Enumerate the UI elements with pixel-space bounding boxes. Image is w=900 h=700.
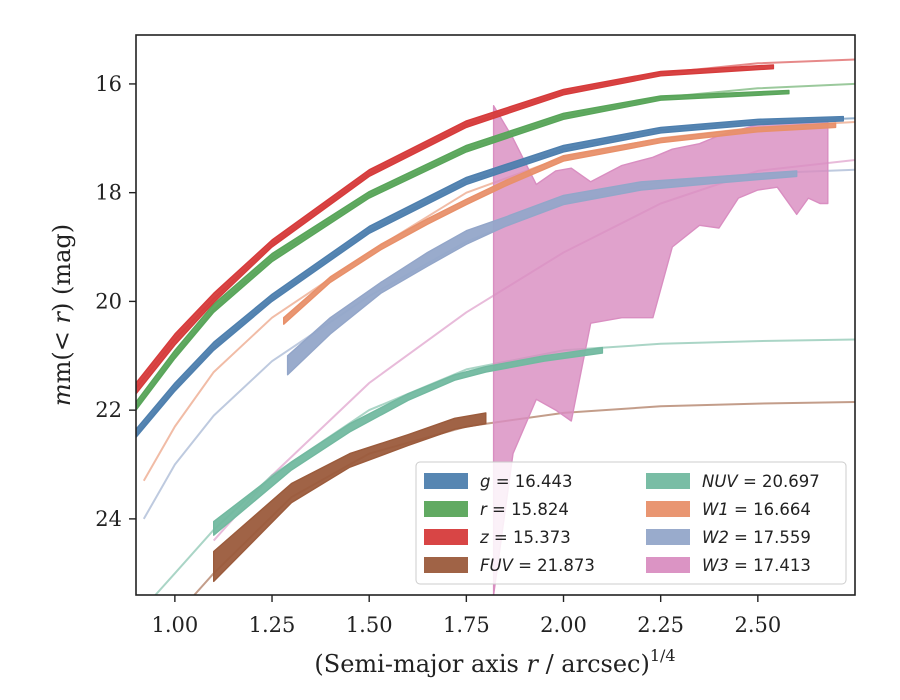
y-axis-ticks: 16 18 20 22 24 — [95, 72, 136, 531]
y-tick-label: 20 — [95, 289, 122, 313]
data-band-nuv — [212, 346, 604, 536]
x-tick-label: 2.25 — [637, 613, 684, 637]
legend-label-w2: W2 = 17.559 — [702, 528, 811, 547]
y-tick-label: 18 — [95, 181, 122, 205]
legend-label-w1: W1 = 16.664 — [702, 500, 811, 519]
y-tick-label: 16 — [95, 72, 122, 96]
legend-label-z: z = 15.373 — [479, 528, 571, 547]
data-band-w3 — [492, 104, 829, 595]
legend-frame — [415, 461, 847, 585]
legend-label-nuv: NUV = 20.697 — [702, 472, 820, 491]
y-axis-title: mm(< r) (mag) — [48, 224, 76, 406]
legend-swatch-z — [424, 529, 468, 545]
x-tick-label: 1.00 — [151, 613, 198, 637]
data-bands — [136, 64, 844, 595]
data-band-w1 — [283, 122, 837, 325]
legend-swatch-w3 — [646, 557, 690, 573]
x-tick-label: 2.00 — [540, 613, 587, 637]
plot-frame — [135, 34, 856, 596]
legend-swatch-r — [424, 501, 468, 517]
x-tick-label: 1.25 — [249, 613, 296, 637]
x-tick-label: 2.50 — [734, 613, 781, 637]
data-band-r — [136, 89, 790, 411]
x-tick-label: 1.75 — [443, 613, 490, 637]
legend-label-g: g = 16.443 — [480, 472, 573, 491]
legend: g = 16.443 r = 15.824 z = 15.373 FUV = 21.8… — [415, 461, 847, 585]
data-band-g — [136, 115, 844, 438]
legend-label-r: r = 15.824 — [480, 500, 569, 519]
data-band-fuv — [212, 412, 487, 583]
legend-label-w3: W3 = 17.413 — [702, 556, 811, 575]
y-tick-label: 22 — [95, 398, 122, 422]
legend-swatch-fuv — [424, 557, 468, 573]
data-band-z — [136, 64, 775, 395]
legend-swatch-w2 — [646, 529, 690, 545]
legend-swatch-w1 — [646, 501, 690, 517]
data-band-w2 — [286, 170, 798, 376]
x-axis-title: (Semi-major axis r / arcsec)1/4 — [314, 646, 675, 678]
legend-swatch-nuv — [646, 473, 690, 489]
x-tick-label: 1.50 — [346, 613, 393, 637]
legend-label-fuv: FUV = 21.873 — [480, 556, 595, 575]
y-tick-label: 24 — [95, 507, 122, 531]
x-axis-ticks: 1.00 1.25 1.50 1.75 2.00 2.25 2.50 — [151, 595, 781, 637]
legend-swatch-g — [424, 473, 468, 489]
